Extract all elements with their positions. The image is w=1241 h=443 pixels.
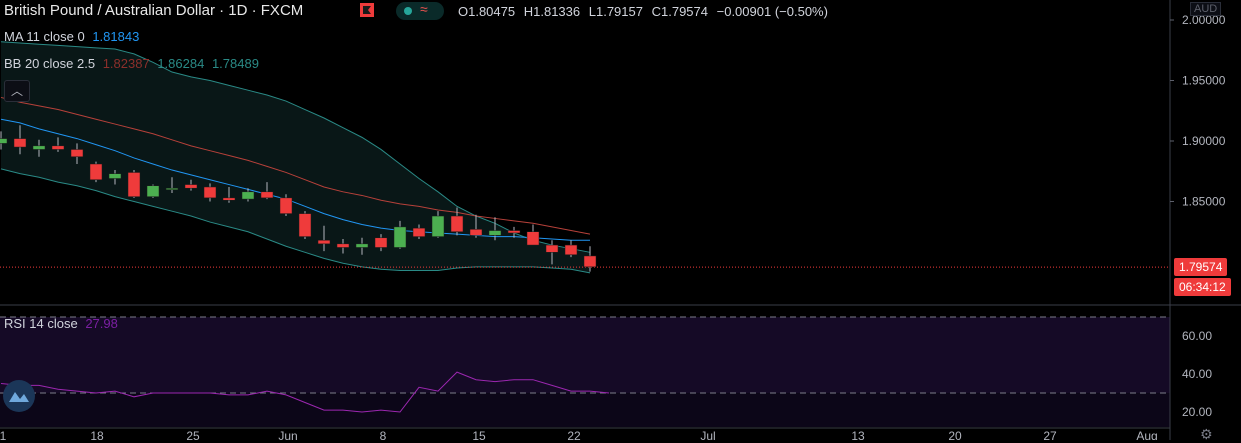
- time-tick-label: Jun: [278, 429, 297, 440]
- candle-body: [545, 244, 559, 253]
- bb-label: BB 20 close 2.5: [4, 56, 96, 71]
- candle-body: [108, 173, 122, 179]
- time-tick-label: 25: [186, 429, 200, 440]
- ohlc-low: L1.79157: [588, 4, 643, 19]
- time-tick-label: 27: [1043, 429, 1057, 440]
- bb-upper-line: [0, 41, 591, 253]
- candle-body: [184, 184, 198, 189]
- candle-body: [32, 145, 46, 150]
- rsi-legend[interactable]: RSI 14 close 27.98: [4, 316, 118, 331]
- ohlc-readout: O1.80475 H1.81336 L1.79157 C1.79574 −0.0…: [458, 4, 833, 19]
- tradingview-logo[interactable]: [3, 380, 35, 412]
- rsi-label: RSI 14 close: [4, 316, 78, 331]
- bb-lower-value: 1.78489: [211, 56, 259, 71]
- time-tick-label: 20: [948, 429, 962, 440]
- approx-icon: ≈: [420, 1, 428, 17]
- time-tick-label: 22: [567, 429, 581, 440]
- ma-label: MA 11 close 0: [4, 29, 85, 44]
- ohlc-close: C1.79574: [651, 4, 708, 19]
- time-tick-label: 13: [851, 429, 865, 440]
- candle-body: [241, 191, 255, 200]
- rsi-lower-fill: [0, 393, 1170, 427]
- chart-header: British Pound / Australian Dollar · 1D ·…: [4, 2, 303, 19]
- rsi-line: [0, 371, 610, 413]
- symbol-title: British Pound / Australian Dollar · 1D ·…: [4, 2, 304, 19]
- countdown-badge: 06:34:12: [1174, 278, 1231, 296]
- last-price-badge: 1.79574: [1174, 258, 1228, 276]
- candle-body: [127, 172, 141, 197]
- ma-value: 1.81843: [92, 29, 140, 44]
- candle-body: [469, 229, 483, 236]
- price-tick-label: 1.85000: [1182, 195, 1226, 209]
- candle-body: [355, 243, 369, 248]
- rsi-band-fill: [0, 317, 1170, 393]
- rsi-tick-label: 40.00: [1182, 367, 1212, 381]
- candle-body: [583, 255, 597, 268]
- ma-line: [0, 118, 590, 241]
- candle-body: [70, 149, 84, 157]
- candle-body: [336, 243, 350, 248]
- candle-body: [222, 197, 236, 201]
- candle-body: [279, 197, 293, 214]
- ma-legend[interactable]: MA 11 close 0 1.81843: [4, 29, 139, 44]
- rsi-tick-label: 60.00: [1182, 329, 1212, 343]
- candle-body: [298, 213, 312, 237]
- price-tick-label: 2.00000: [1182, 13, 1226, 27]
- bb-band-fill: [1, 41, 590, 273]
- candle-body: [146, 185, 160, 197]
- bb-mid-value: 1.86284: [157, 56, 205, 71]
- candle-body: [412, 227, 426, 237]
- candle-body: [51, 145, 65, 150]
- candle-body: [526, 231, 540, 246]
- time-tick-label: Jul: [700, 429, 715, 440]
- candle-body: [13, 138, 27, 148]
- quick-actions-toggle[interactable]: ≈: [396, 1, 444, 20]
- candle-body: [260, 191, 274, 199]
- flag-icon[interactable]: [360, 3, 374, 17]
- candle-body: [374, 237, 388, 248]
- settings-gear-icon[interactable]: ⚙: [1200, 426, 1213, 442]
- bb-upper-value: 1.82387: [102, 56, 150, 71]
- bb-basis-line: [0, 96, 591, 235]
- candle-body: [165, 187, 179, 190]
- time-tick-label: 1: [0, 429, 7, 440]
- candle-body: [0, 138, 8, 144]
- cloud-icon: [9, 392, 29, 402]
- time-tick-label: 18: [90, 429, 104, 440]
- candle-body: [89, 163, 103, 180]
- price-tick-label: 1.90000: [1182, 134, 1226, 148]
- rsi-value: 27.98: [85, 316, 118, 331]
- time-tick-label: 8: [380, 429, 387, 440]
- chevron-up-icon: ︿: [10, 84, 23, 98]
- bb-lower-line: [0, 168, 591, 274]
- status-dot-icon: [404, 7, 412, 15]
- candle-body: [564, 244, 578, 255]
- ohlc-change: −0.00901 (−0.50%): [716, 4, 828, 19]
- candle-body: [317, 239, 331, 245]
- ohlc-open: O1.80475: [458, 4, 516, 19]
- candle-body: [431, 215, 445, 237]
- time-tick-label: Aug: [1136, 429, 1157, 440]
- candle-body: [393, 226, 407, 248]
- currency-label[interactable]: AUD: [1190, 2, 1222, 16]
- candle-body: [507, 230, 521, 234]
- candle-body: [203, 186, 217, 199]
- candle-body: [450, 215, 464, 233]
- rsi-tick-label: 20.00: [1182, 405, 1212, 419]
- price-tick-label: 1.95000: [1182, 74, 1226, 88]
- candle-body: [488, 230, 502, 236]
- bb-legend[interactable]: BB 20 close 2.5 1.82387 1.86284 1.78489: [4, 56, 259, 71]
- collapse-legend-button[interactable]: ︿: [4, 80, 30, 102]
- time-tick-label: 15: [472, 429, 486, 440]
- ohlc-high: H1.81336: [523, 4, 581, 19]
